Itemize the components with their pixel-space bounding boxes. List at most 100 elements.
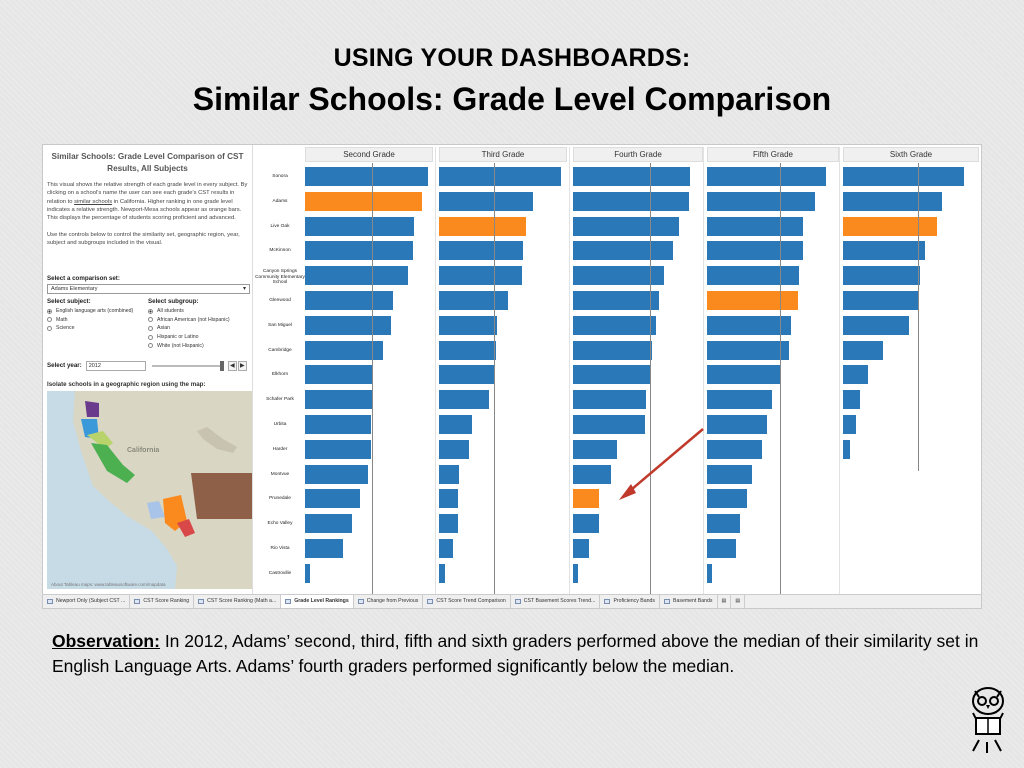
radio-button[interactable] xyxy=(148,334,153,340)
sheet-tab[interactable]: CST Score Ranking xyxy=(130,595,195,608)
chart-bar[interactable] xyxy=(305,241,413,261)
chart-bar[interactable] xyxy=(843,390,861,410)
chart-bar[interactable] xyxy=(573,340,653,360)
similar-schools-link[interactable]: similar schools xyxy=(74,198,113,205)
chart-bar[interactable] xyxy=(439,390,489,410)
chart-bar[interactable] xyxy=(843,291,919,310)
chart-bar[interactable] xyxy=(439,563,446,583)
chart-bar[interactable] xyxy=(573,415,645,434)
school-label[interactable]: Urbita xyxy=(273,422,287,427)
chart-bar[interactable] xyxy=(305,464,369,484)
sheet-tab[interactable]: CST Score Ranking (Math a... xyxy=(194,595,282,608)
chart-bar[interactable] xyxy=(305,439,371,459)
chart-bar[interactable] xyxy=(439,539,453,558)
list-sheets-icon[interactable]: ▤ xyxy=(731,595,746,608)
chart-bar[interactable] xyxy=(707,241,803,261)
subgroup-option[interactable]: Asian xyxy=(148,324,249,333)
chart-bar[interactable] xyxy=(707,266,800,286)
chart-bar[interactable] xyxy=(843,167,965,186)
slider-thumb[interactable] xyxy=(219,360,224,371)
chart-bar[interactable] xyxy=(439,514,458,534)
chart-bar[interactable] xyxy=(707,439,763,459)
chart-bar[interactable] xyxy=(573,216,679,236)
chart-bar[interactable] xyxy=(573,539,590,558)
chart-bar[interactable] xyxy=(573,563,579,583)
chart-bar[interactable] xyxy=(439,241,524,261)
school-label[interactable]: Rio Vista xyxy=(270,546,290,551)
chart-bar[interactable] xyxy=(707,315,792,335)
sheet-tab[interactable]: Basement Bands xyxy=(660,595,718,608)
school-label[interactable]: Adams xyxy=(272,198,288,204)
chart-bar[interactable] xyxy=(707,167,827,186)
chart-bar[interactable] xyxy=(439,216,526,236)
chart-bar[interactable] xyxy=(305,291,394,310)
school-label[interactable]: Live Oak xyxy=(270,223,290,229)
school-label[interactable]: San Miguel xyxy=(268,322,292,328)
chart-bar[interactable] xyxy=(439,415,473,434)
region-map[interactable]: California About Tableau maps: www.table… xyxy=(47,391,252,589)
chart-bar[interactable] xyxy=(573,167,691,186)
chart-bar[interactable] xyxy=(843,315,909,335)
chart-bar[interactable] xyxy=(439,266,523,286)
chart-bar[interactable] xyxy=(439,167,561,186)
chart-bar[interactable] xyxy=(305,315,391,335)
chart-bar[interactable] xyxy=(573,514,600,534)
year-slider[interactable] xyxy=(151,360,224,371)
region-red[interactable] xyxy=(177,519,195,537)
chart-bar[interactable] xyxy=(305,489,360,509)
chart-bar[interactable] xyxy=(573,390,647,410)
chart-bar[interactable] xyxy=(439,191,534,211)
year-input[interactable]: 2012 xyxy=(85,360,146,371)
subgroup-option[interactable]: White (not Hispanic) xyxy=(148,341,249,350)
subject-option[interactable]: Science xyxy=(47,324,148,333)
radio-button[interactable] xyxy=(148,325,153,331)
chart-bar[interactable] xyxy=(439,291,509,310)
sheet-tab[interactable]: Change from Previous xyxy=(354,595,424,608)
chart-bar[interactable] xyxy=(707,191,815,211)
school-label[interactable]: Harder xyxy=(272,446,288,452)
school-label[interactable]: Elkhorn xyxy=(271,372,289,378)
chart-bar[interactable] xyxy=(305,191,422,211)
chart-bar[interactable] xyxy=(843,365,869,385)
school-label[interactable]: Castroville xyxy=(268,570,292,576)
chart-bar[interactable] xyxy=(439,340,497,360)
chart-bar[interactable] xyxy=(439,315,498,335)
chart-bar[interactable] xyxy=(305,167,428,186)
sheet-tab[interactable]: Proficiency Bands xyxy=(600,595,660,608)
chart-bar[interactable] xyxy=(707,563,713,583)
chart-bar[interactable] xyxy=(843,340,883,360)
school-label[interactable]: Glenwood xyxy=(269,298,291,303)
region-lightgreen[interactable] xyxy=(87,431,113,449)
chart-bar[interactable] xyxy=(439,365,494,385)
chart-bar[interactable] xyxy=(707,489,747,509)
chart-bar[interactable] xyxy=(573,365,650,385)
chart-bar[interactable] xyxy=(573,315,657,335)
school-label[interactable]: Sonora xyxy=(272,174,288,179)
chart-bar[interactable] xyxy=(843,216,937,236)
sheet-tab[interactable]: Newport Only (Subject CST ... xyxy=(43,595,131,608)
chart-bar[interactable] xyxy=(439,489,458,509)
sheet-tab[interactable]: Grade Level Rankings xyxy=(281,595,354,608)
subject-option[interactable]: English language arts (combined) xyxy=(47,307,148,316)
chart-bar[interactable] xyxy=(573,489,600,509)
school-label[interactable]: Montvue xyxy=(270,471,290,477)
chart-bar[interactable] xyxy=(305,539,344,558)
chart-bar[interactable] xyxy=(707,514,741,534)
chart-bar[interactable] xyxy=(843,266,920,286)
subject-option[interactable]: Math xyxy=(47,316,148,325)
chart-bar[interactable] xyxy=(707,415,768,434)
chart-bar[interactable] xyxy=(305,216,415,236)
chart-bar[interactable] xyxy=(305,340,384,360)
chart-bar[interactable] xyxy=(707,216,803,236)
region-brown[interactable] xyxy=(191,473,252,519)
chart-bar[interactable] xyxy=(439,464,459,484)
sheet-tab[interactable]: CST Score Trend Comparison xyxy=(423,595,511,608)
year-prev-button[interactable]: ◀ xyxy=(227,360,237,371)
subgroup-option[interactable]: All students xyxy=(148,307,249,316)
chart-bar[interactable] xyxy=(843,241,925,261)
chart-bar[interactable] xyxy=(573,241,673,261)
chart-bar[interactable] xyxy=(573,439,618,459)
chart-bar[interactable] xyxy=(707,390,773,410)
chart-bar[interactable] xyxy=(305,365,374,385)
school-label[interactable]: Prunedale xyxy=(269,496,291,502)
